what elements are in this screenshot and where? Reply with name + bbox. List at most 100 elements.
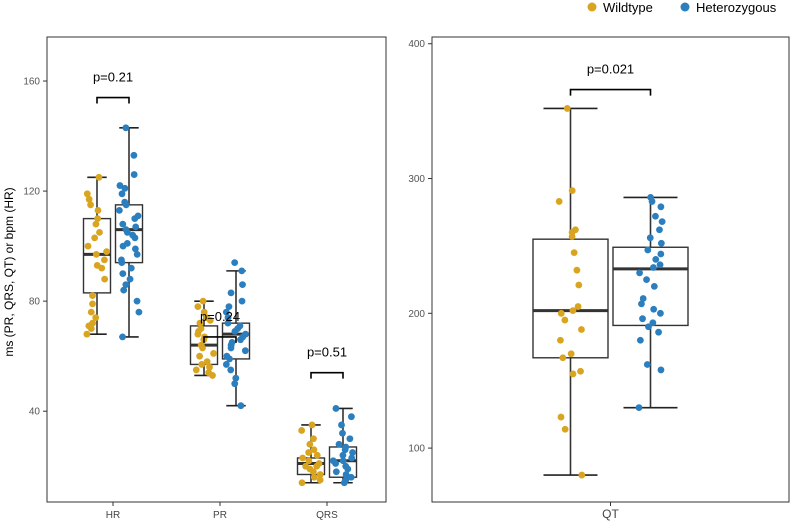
data-point <box>305 449 313 456</box>
data-point <box>636 269 643 277</box>
data-point <box>196 319 204 327</box>
data-point <box>205 369 213 377</box>
data-point <box>310 435 317 443</box>
significance-bracket <box>203 336 237 343</box>
box-iqr <box>612 246 689 327</box>
data-point <box>242 330 249 338</box>
data-point <box>130 171 138 178</box>
data-point <box>313 451 321 459</box>
data-point <box>332 405 340 412</box>
data-point <box>238 297 246 305</box>
data-point <box>231 259 239 267</box>
data-point <box>315 460 323 467</box>
data-point <box>131 245 139 253</box>
data-point <box>310 473 318 481</box>
data-point <box>120 286 128 294</box>
data-point <box>194 303 202 311</box>
y-tick-label: 400 <box>408 39 425 50</box>
data-point <box>228 339 236 346</box>
data-point <box>222 361 230 368</box>
data-point <box>224 314 232 322</box>
y-tick-label: 120 <box>23 187 40 198</box>
data-point <box>222 308 230 316</box>
data-point <box>342 462 350 470</box>
data-point <box>650 282 658 290</box>
y-tick-label: 100 <box>408 444 425 455</box>
data-point <box>305 457 313 465</box>
data-point <box>200 308 208 316</box>
data-point <box>122 226 130 234</box>
data-point <box>206 363 213 371</box>
data-point <box>574 303 582 310</box>
data-point <box>238 267 246 275</box>
data-point <box>573 266 581 274</box>
data-point <box>306 440 314 448</box>
box-iqr <box>221 322 251 360</box>
data-point <box>310 446 318 454</box>
data-point <box>559 354 567 362</box>
data-point <box>116 182 124 189</box>
data-point <box>298 479 306 487</box>
data-point <box>94 215 102 222</box>
y-tick-label: 40 <box>29 407 41 418</box>
data-point <box>118 190 126 198</box>
data-point <box>302 462 310 470</box>
data-point <box>656 226 663 234</box>
data-point <box>133 250 141 258</box>
data-point <box>135 308 143 316</box>
data-point <box>561 425 569 433</box>
data-point <box>127 264 135 272</box>
data-point <box>575 281 583 289</box>
data-point <box>231 380 239 388</box>
data-point <box>316 476 324 484</box>
legend-label-wildtype: Wildtype <box>603 0 653 15</box>
data-point <box>342 471 350 478</box>
y-tick-label: 300 <box>408 174 425 185</box>
data-point <box>335 440 343 448</box>
data-point <box>210 350 217 357</box>
data-point <box>232 374 240 382</box>
data-point <box>89 319 96 327</box>
y-axis-title: ms (PR, QRS, QT) or bpm (HR) <box>2 187 16 356</box>
data-point <box>84 242 92 250</box>
data-point <box>225 303 233 311</box>
data-point <box>122 124 130 132</box>
data-point <box>656 261 664 269</box>
data-point <box>570 249 578 257</box>
data-point <box>557 309 565 317</box>
data-point <box>557 413 565 421</box>
data-point <box>103 248 111 256</box>
data-point <box>83 330 91 338</box>
data-point <box>91 234 99 242</box>
y-tick-label: 200 <box>408 309 425 320</box>
x-tick-label: QRS <box>316 510 338 521</box>
data-point <box>578 326 585 333</box>
data-point <box>192 366 200 374</box>
data-point <box>316 471 324 478</box>
data-point <box>118 256 125 264</box>
legend-marker-heterozygous <box>680 2 690 12</box>
plot-frame <box>431 36 790 503</box>
data-point <box>643 361 651 368</box>
box-iqr <box>296 457 326 476</box>
data-point <box>203 358 211 366</box>
data-point <box>197 325 205 333</box>
data-point <box>339 457 347 465</box>
data-point <box>349 449 356 456</box>
data-point <box>652 255 660 263</box>
significance-bracket <box>96 96 130 104</box>
box-iqr <box>532 238 609 359</box>
data-point <box>635 404 643 412</box>
data-point <box>308 421 316 429</box>
data-point <box>85 195 93 203</box>
data-point <box>198 361 206 368</box>
data-point <box>119 270 127 278</box>
legend-label-heterozygous: Heterozygous <box>696 0 777 15</box>
data-point <box>647 193 654 201</box>
data-point <box>650 264 657 271</box>
y-tick-label: 160 <box>23 77 40 88</box>
x-tick-label: PR <box>213 510 227 521</box>
data-point <box>96 228 103 236</box>
data-point <box>348 454 356 462</box>
